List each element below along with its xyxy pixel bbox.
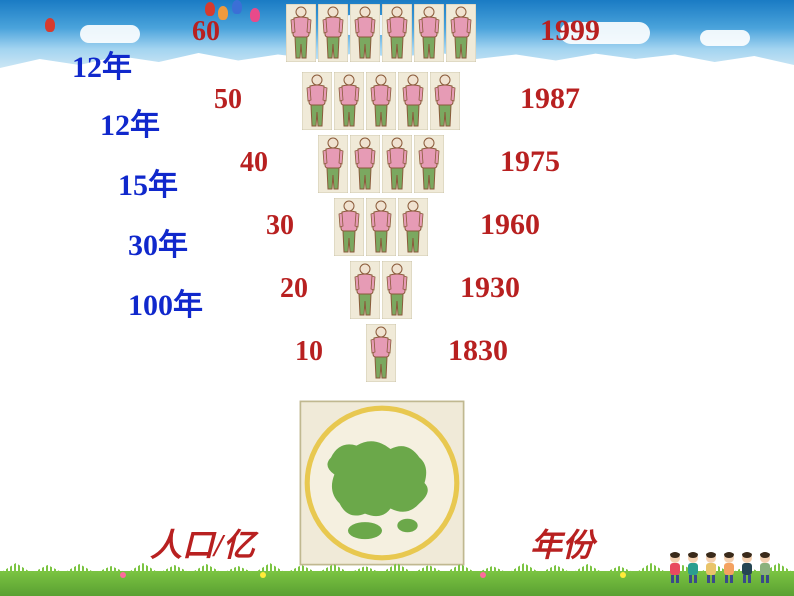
person-icon: [382, 261, 412, 319]
interval-label: 100年: [128, 280, 203, 324]
person-icon: [366, 198, 396, 256]
flower: [620, 572, 626, 578]
balloon-icon: [250, 8, 260, 22]
person-icon: [334, 72, 364, 130]
year-label: 1930: [460, 271, 520, 305]
population-label: 50: [214, 84, 242, 116]
interval-label: 12年: [72, 42, 132, 86]
person-icon: [334, 198, 364, 256]
person-icon: [430, 72, 460, 130]
flower: [480, 572, 486, 578]
interval-label: 15年: [118, 160, 178, 204]
population-label: 30: [266, 210, 294, 242]
person-icon: [350, 261, 380, 319]
flower: [260, 572, 266, 578]
person-icon: [350, 135, 380, 193]
population-label: 20: [280, 273, 308, 305]
person-icon: [382, 4, 412, 62]
person-icon: [350, 4, 380, 62]
person-icon: [398, 72, 428, 130]
axis-year-label: 年份: [530, 520, 594, 566]
interval-label: 12年: [100, 100, 160, 144]
person-icon: [446, 4, 476, 62]
person-icon: [286, 4, 316, 62]
axis-population-label: 人口/亿: [150, 520, 255, 566]
kid-icon: [738, 552, 756, 584]
kid-icon: [756, 552, 774, 584]
people-row: [350, 261, 412, 319]
person-icon: [318, 135, 348, 193]
person-icon: [318, 4, 348, 62]
kid-icon: [666, 552, 684, 584]
kid-icon: [720, 552, 738, 584]
year-label: 1999: [540, 14, 600, 48]
people-row: [302, 72, 460, 130]
person-icon: [382, 135, 412, 193]
population-label: 40: [240, 147, 268, 179]
cloud: [80, 25, 140, 43]
flower: [120, 572, 126, 578]
person-icon: [366, 324, 396, 382]
population-label: 10: [295, 336, 323, 368]
people-row: [318, 135, 444, 193]
cloud: [700, 30, 750, 46]
balloon-icon: [232, 0, 242, 14]
year-label: 1987: [520, 82, 580, 116]
kid-icon: [684, 552, 702, 584]
interval-label: 30年: [128, 220, 188, 264]
balloon-icon: [205, 2, 215, 16]
people-row: [366, 324, 396, 382]
people-row: [334, 198, 428, 256]
year-label: 1830: [448, 334, 508, 368]
person-icon: [414, 4, 444, 62]
balloon-icon: [45, 18, 55, 32]
year-label: 1975: [500, 145, 560, 179]
person-icon: [398, 198, 428, 256]
kids-decoration: [666, 552, 774, 584]
globe-icon: [297, 398, 467, 568]
people-row: [286, 4, 476, 62]
person-icon: [414, 135, 444, 193]
person-icon: [302, 72, 332, 130]
population-label: 60: [192, 16, 220, 48]
kid-icon: [702, 552, 720, 584]
person-icon: [366, 72, 396, 130]
year-label: 1960: [480, 208, 540, 242]
